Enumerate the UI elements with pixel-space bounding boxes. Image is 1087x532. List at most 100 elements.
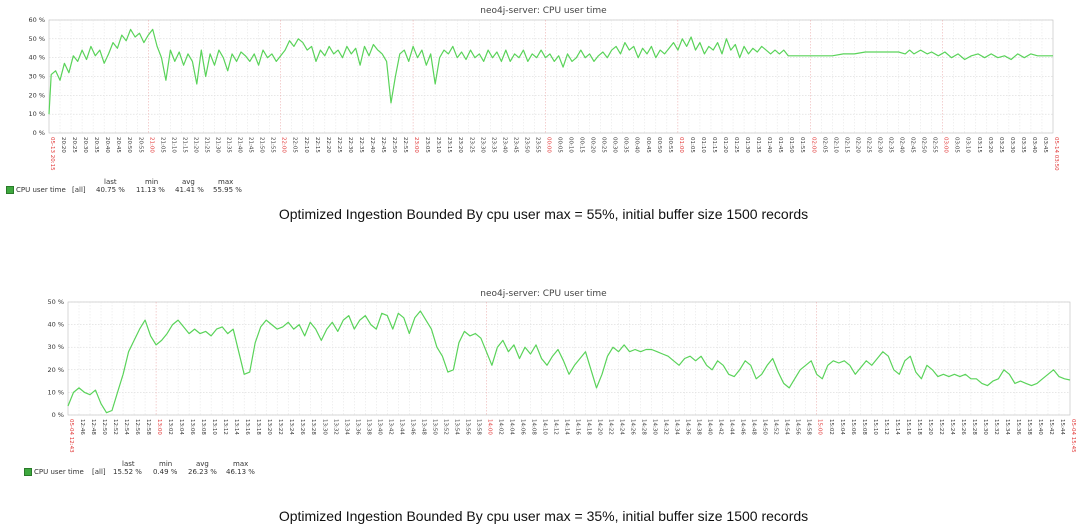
x-tick-label: 15:18 — [916, 419, 922, 435]
x-tick-label: 23:10 — [435, 137, 441, 153]
x-tick-label: 21:00 — [148, 137, 154, 153]
x-tick-label: 15:20 — [927, 419, 933, 435]
x-tick-label: 00:15 — [579, 137, 585, 153]
x-tick-label: 14:12 — [552, 419, 558, 435]
x-tick-label: 20:35 — [93, 137, 99, 153]
x-tick-label: 14:40 — [707, 419, 713, 435]
x-tick-label: 00:40 — [634, 137, 640, 153]
x-tick-label: 21:25 — [203, 137, 209, 153]
x-tick-label: 14:02 — [497, 419, 503, 435]
x-tick-label: 23:55 — [534, 137, 540, 153]
x-tick-label: 22:35 — [358, 137, 364, 153]
x-tick-label: 22:50 — [391, 137, 397, 153]
x-tick-label: 15:38 — [1026, 419, 1032, 435]
x-tick-label: 14:24 — [619, 419, 625, 435]
x-tick-label: 20:30 — [82, 137, 88, 153]
x-tick-label: 12:48 — [90, 419, 96, 435]
x-tick-label: 21:50 — [259, 137, 265, 153]
x-tick-label: 21:05 — [159, 137, 165, 153]
x-tick-label: 21:40 — [237, 137, 243, 153]
x-tick-label: 02:10 — [832, 137, 838, 153]
legend-2-series-label: CPU user time — [34, 468, 84, 476]
x-tick-label: 00:25 — [601, 137, 607, 153]
x-tick-label: 02:25 — [865, 137, 871, 153]
x-tick-label: 15:22 — [938, 419, 944, 435]
x-tick-label: 13:50 — [431, 419, 437, 435]
x-tick-label: 15:10 — [872, 419, 878, 435]
x-tick-label: 01:50 — [788, 137, 794, 153]
x-tick-label: 13:26 — [299, 419, 305, 435]
x-tick-label: 13:06 — [189, 419, 195, 435]
legend-1-series-label: CPU user time — [16, 186, 66, 194]
x-tick-label: 21:45 — [248, 137, 254, 153]
x-tick-label: 22:05 — [292, 137, 298, 153]
y-tick-label: 50 % — [28, 35, 45, 43]
x-tick-label: 13:58 — [475, 419, 481, 435]
x-tick-label: 15:12 — [883, 419, 889, 435]
x-tick-label: 13:54 — [453, 419, 459, 435]
x-tick-label: 13:48 — [420, 419, 426, 435]
x-tick-label: 13:04 — [178, 419, 184, 435]
legend-2-last: 15.52 % — [113, 468, 142, 476]
y-tick-label: 30 % — [28, 73, 45, 81]
x-tick-label: 02:00 — [810, 137, 816, 153]
legend-1-avg: 41.41 % — [175, 186, 204, 194]
x-tick-label: 02:45 — [910, 137, 916, 153]
legend-2-avg: 26.23 % — [188, 468, 217, 476]
y-tick-label: 40 % — [47, 321, 64, 329]
x-tick-label: 14:10 — [541, 419, 547, 435]
x-tick-label: 13:10 — [211, 419, 217, 435]
chart-2-svg: 0 % 10 % 20 % 30 % 40 % 50 % 05-04 12:43 12:46 1… — [47, 298, 1076, 453]
x-tick-label: 14:36 — [685, 419, 691, 435]
x-tick-label: 00:05 — [557, 137, 563, 153]
x-tick-label: 01:05 — [689, 137, 695, 153]
x-tick-label: 23:40 — [501, 137, 507, 153]
x-tick-label: 21:20 — [192, 137, 198, 153]
x-tick-label: 14:04 — [508, 419, 514, 435]
x-tick-label: 13:32 — [332, 419, 338, 435]
x-tick-label: 21:30 — [214, 137, 220, 153]
x-tick-label: 22:20 — [325, 137, 331, 153]
x-tick-label: 00:10 — [568, 137, 574, 153]
x-tick-label: 14:30 — [652, 419, 658, 435]
x-tick-label: 14:48 — [751, 419, 757, 435]
x-tick-label: 13:40 — [376, 419, 382, 435]
x-tick-label: 12:56 — [134, 419, 140, 435]
x-tick-label: 15:16 — [905, 419, 911, 435]
x-tick-label: 02:35 — [888, 137, 894, 153]
x-tick-label: 13:42 — [387, 419, 393, 435]
plot-area — [67, 301, 1071, 416]
x-tick-label: 13:20 — [266, 419, 272, 435]
x-tick-label: 22:25 — [336, 137, 342, 153]
x-tick-label: 15:30 — [982, 419, 988, 435]
x-tick-label: 15:36 — [1015, 419, 1021, 435]
x-tick-label: 03:45 — [1042, 137, 1048, 153]
x-tick-label: 05-13 20:15 — [49, 137, 55, 171]
x-tick-label: 15:14 — [894, 419, 900, 435]
series-line-cpu-user-time — [67, 310, 1071, 414]
x-tick-label: 20:40 — [104, 137, 110, 153]
x-tick-label: 14:52 — [773, 419, 779, 435]
x-tick-label: 13:34 — [343, 419, 349, 435]
x-tick-label: 23:15 — [446, 137, 452, 153]
x-tick-label: 03:30 — [1009, 137, 1015, 153]
x-tick-label: 00:50 — [656, 137, 662, 153]
x-tick-label: 13:14 — [233, 419, 239, 435]
x-tick-label: 23:00 — [413, 137, 419, 153]
x-tick-label: 14:50 — [762, 419, 768, 435]
x-tick-label: 21:10 — [170, 137, 176, 153]
x-tick-label: 00:35 — [623, 137, 629, 153]
x-tick-label: 02:30 — [876, 137, 882, 153]
y-tick-label: 10 % — [28, 110, 45, 118]
x-tick-label: 14:58 — [806, 419, 812, 435]
y-tick-label: 0 % — [52, 411, 64, 419]
x-tick-label: 14:14 — [563, 419, 569, 435]
x-tick-label: 05-04 12:43 — [68, 419, 74, 453]
x-tick-label: 23:20 — [457, 137, 463, 153]
x-tick-label: 02:40 — [899, 137, 905, 153]
x-tick-label: 03:10 — [965, 137, 971, 153]
x-tick-label: 21:15 — [181, 137, 187, 153]
x-tick-label: 05-14 03:50 — [1053, 137, 1059, 171]
legend-1-swatch — [6, 186, 14, 194]
x-tick-label: 01:00 — [678, 137, 684, 153]
